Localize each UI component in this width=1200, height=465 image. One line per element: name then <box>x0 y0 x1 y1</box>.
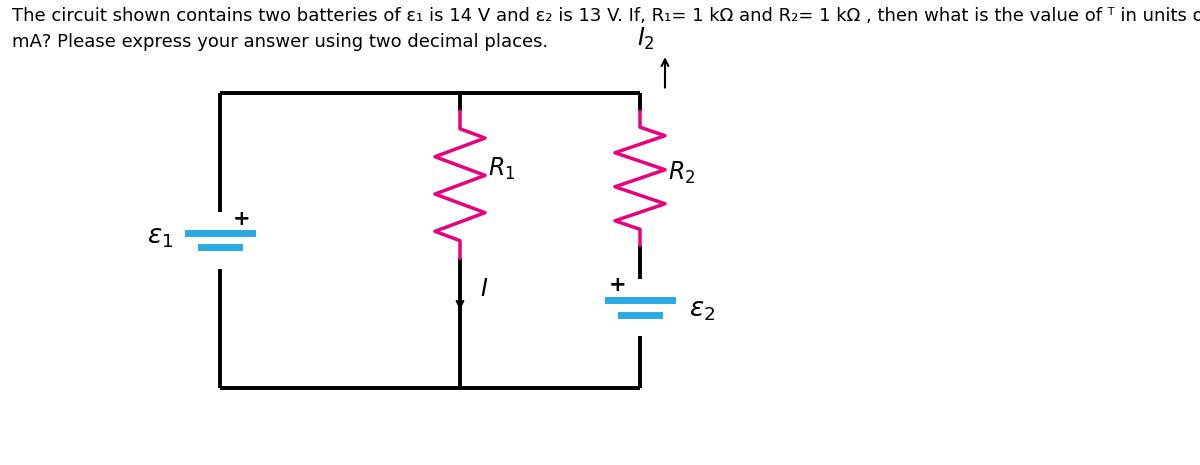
Text: mA? Please express your answer using two decimal places.: mA? Please express your answer using two… <box>12 33 548 51</box>
Text: $I$: $I$ <box>480 278 488 301</box>
Text: $I_2$: $I_2$ <box>637 26 655 52</box>
Text: $R_1$: $R_1$ <box>488 156 515 182</box>
Text: $\varepsilon_1$: $\varepsilon_1$ <box>146 225 173 250</box>
Text: The circuit shown contains two batteries of ε₁ is 14 V and ε₂ is 13 V. If, R₁= 1: The circuit shown contains two batteries… <box>12 7 1200 25</box>
Text: $R_2$: $R_2$ <box>668 160 695 186</box>
Text: +: + <box>233 208 251 229</box>
Text: +: + <box>610 275 626 295</box>
Text: $\varepsilon_2$: $\varepsilon_2$ <box>689 298 715 323</box>
